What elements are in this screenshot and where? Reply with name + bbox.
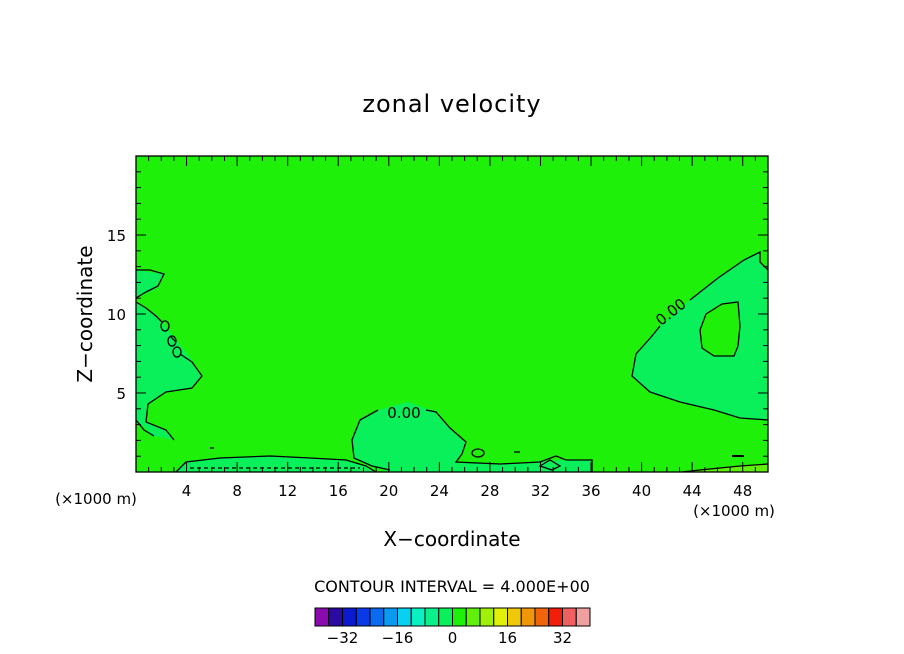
contour-center-right bbox=[425, 409, 593, 472]
y-tick-label: 15 bbox=[107, 227, 126, 245]
color-bar-swatch bbox=[369, 607, 385, 627]
contour-label-center: 0.00 bbox=[387, 404, 420, 422]
y-axis-label: Z−coordinate bbox=[73, 245, 97, 382]
color-bar: −32 −16 0 16 32 bbox=[314, 607, 591, 647]
color-bar-swatch bbox=[479, 607, 495, 627]
x-tick-label: 4 bbox=[182, 482, 192, 500]
color-bar-swatch bbox=[575, 607, 591, 627]
color-bar-swatch bbox=[452, 607, 467, 627]
contour-fills bbox=[136, 252, 768, 472]
region-left-top bbox=[136, 270, 164, 298]
contour-lines bbox=[135, 250, 769, 473]
color-bar-swatch bbox=[465, 607, 481, 627]
contour-loop-4 bbox=[471, 448, 485, 458]
color-bar-swatch bbox=[520, 607, 536, 627]
color-bar-swatch bbox=[410, 607, 426, 627]
contour-loop-1 bbox=[160, 320, 170, 332]
x-tick-label: 32 bbox=[531, 482, 550, 500]
contour-left bbox=[135, 301, 203, 441]
color-bar-swatch bbox=[534, 607, 550, 627]
x-tick-label: 24 bbox=[430, 482, 449, 500]
region-inner-right bbox=[699, 301, 741, 357]
color-bar-swatch bbox=[548, 607, 563, 627]
y-tick-label: 10 bbox=[107, 306, 126, 324]
contour-bottom-left bbox=[175, 455, 377, 473]
color-bar-label: 16 bbox=[498, 629, 517, 647]
color-bar-swatch bbox=[493, 607, 508, 627]
x-tick-label: 16 bbox=[329, 482, 348, 500]
color-bar-label: −16 bbox=[382, 629, 414, 647]
contour-center bbox=[351, 409, 391, 471]
color-bar-swatch bbox=[328, 607, 343, 627]
x-tick-label: 40 bbox=[632, 482, 651, 500]
x-tick-label: 8 bbox=[232, 482, 242, 500]
color-bar-swatch bbox=[562, 607, 577, 627]
color-bar-swatch bbox=[397, 607, 412, 627]
contour-left-top bbox=[135, 269, 165, 299]
x-tick-label: 12 bbox=[278, 482, 297, 500]
contour-right bbox=[631, 250, 769, 421]
plot-background bbox=[136, 156, 768, 472]
color-bar-swatch bbox=[438, 607, 453, 627]
region-left bbox=[136, 302, 202, 440]
x-tick-label: 20 bbox=[379, 482, 398, 500]
color-bar-label: 32 bbox=[553, 629, 572, 647]
region-center bbox=[352, 402, 592, 472]
x-tick-label: 44 bbox=[683, 482, 702, 500]
color-bar-label: 0 bbox=[448, 629, 458, 647]
contour-left-low bbox=[135, 419, 155, 437]
color-bar-swatch bbox=[507, 607, 522, 627]
x-tick-label: 28 bbox=[480, 482, 499, 500]
x-tick-label: 36 bbox=[581, 482, 600, 500]
chart-title: zonal velocity bbox=[362, 90, 541, 118]
y-ticks: 5 10 15 bbox=[107, 171, 768, 457]
contour-interval-label: CONTOUR INTERVAL = 4.000E+00 bbox=[314, 577, 590, 596]
contour-small-1 bbox=[538, 459, 562, 471]
contour-loop-2 bbox=[167, 335, 177, 347]
color-bar-swatch bbox=[342, 607, 357, 627]
color-bar-swatch bbox=[355, 607, 371, 627]
x-ticks: 4 8 12 16 20 24 28 32 36 40 44 48 bbox=[148, 156, 756, 500]
contour-bottom-right bbox=[681, 463, 769, 473]
color-bar-swatch bbox=[314, 607, 330, 627]
color-bar-label: −32 bbox=[327, 629, 359, 647]
x-unit-right: (×1000 m) bbox=[693, 502, 775, 520]
region-right bbox=[632, 252, 768, 420]
color-bar-swatch bbox=[383, 607, 398, 627]
x-tick-label: 48 bbox=[733, 482, 752, 500]
contour-loop-3 bbox=[172, 346, 182, 358]
color-bar-swatch bbox=[424, 607, 440, 627]
x-axis-label: X−coordinate bbox=[383, 527, 520, 551]
x-unit-left: (×1000 m) bbox=[55, 490, 137, 508]
y-tick-label: 5 bbox=[116, 385, 126, 403]
